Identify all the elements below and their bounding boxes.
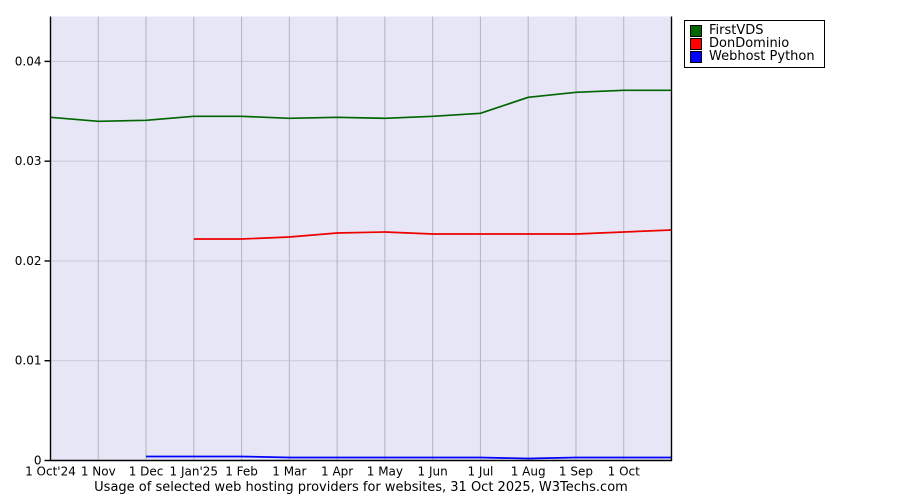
x-tick-label: 1 Mar: [272, 465, 306, 479]
series-line-webhost-python: [146, 455, 672, 460]
legend-item: Webhost Python: [690, 50, 815, 63]
legend-color-swatch: [690, 37, 702, 50]
x-tick-label: 1 Oct'24: [25, 465, 76, 479]
plot-background: [50, 16, 672, 461]
series-group: [50, 89, 672, 460]
series-line-firstvds: [50, 89, 672, 123]
y-axis-ticks: 0 0.01 0.02 0.03 0.04: [15, 54, 51, 468]
x-tick-label: 1 May: [367, 465, 403, 479]
y-tick-label: 0: [34, 454, 42, 468]
legend-color-swatch: [690, 50, 702, 63]
legend-label: DonDominio: [709, 36, 790, 51]
x-tick-label: 1 Jul: [467, 465, 493, 479]
legend-item: DonDominio: [690, 37, 815, 50]
x-tick-label: 1 Jun: [418, 465, 448, 479]
legend-item: FirstVDS: [690, 24, 815, 37]
legend: FirstVDS DonDominio Webhost Python: [684, 20, 825, 68]
gridlines: [50, 16, 672, 461]
axes: [49, 16, 673, 462]
chart-caption: Usage of selected web hosting providers …: [94, 480, 628, 495]
x-tick-label: 1 Apr: [321, 465, 353, 479]
y-tick-label: 0.01: [15, 354, 42, 368]
x-tick-label: 1 Jan'25: [170, 465, 219, 479]
x-tick-label: 1 Oct: [608, 465, 640, 479]
x-tick-label: 1 Aug: [511, 465, 546, 479]
legend-color-swatch: [690, 24, 702, 37]
series-line-dondominio: [193, 229, 672, 240]
legend-label: Webhost Python: [709, 49, 815, 64]
y-tick-label: 0.02: [15, 254, 42, 268]
x-tick-label: 1 Feb: [225, 465, 258, 479]
x-axis-ticks: 1 Oct'24 1 Nov 1 Dec 1 Jan'25 1 Feb 1 Mar 1 Ap…: [25, 465, 640, 479]
x-tick-label: 1 Nov: [81, 465, 116, 479]
x-tick-label: 1 Dec: [129, 465, 164, 479]
y-tick-label: 0.04: [15, 54, 42, 68]
x-tick-label: 1 Sep: [559, 465, 593, 479]
legend-label: FirstVDS: [709, 23, 764, 38]
y-tick-label: 0.03: [15, 154, 42, 168]
